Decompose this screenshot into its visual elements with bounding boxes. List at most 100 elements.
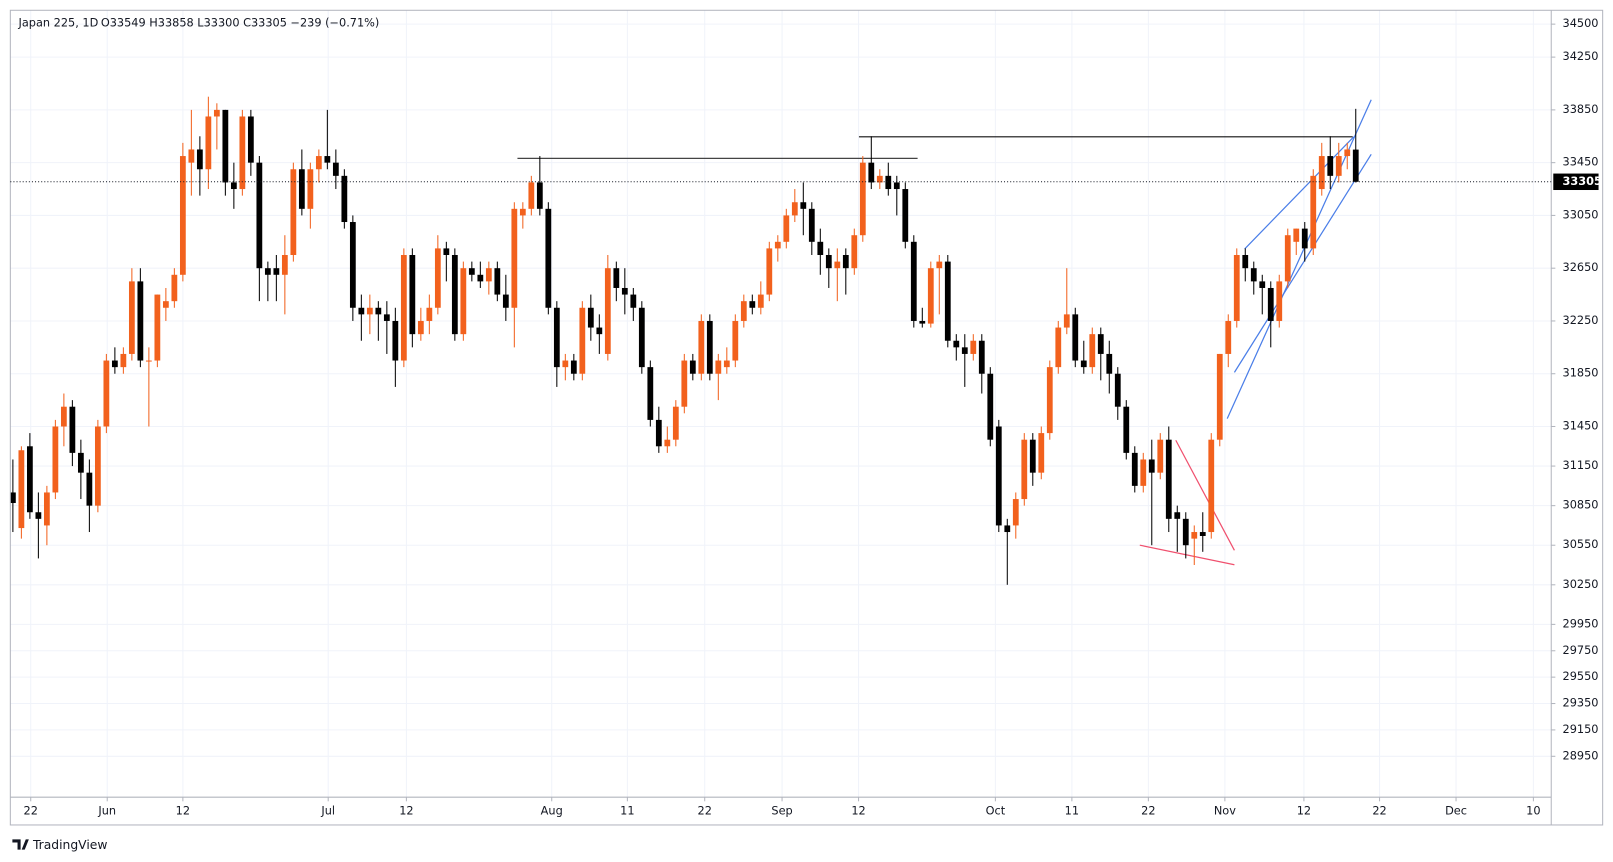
candle-body	[587, 307, 594, 328]
y-tick-label: 33450	[1563, 156, 1599, 169]
candle-body	[519, 208, 526, 216]
candle-body	[375, 307, 382, 315]
candle-body	[86, 472, 93, 506]
candle-body	[800, 202, 807, 209]
candle-body	[851, 235, 858, 269]
candle-body	[570, 360, 577, 374]
x-tick-label: 11	[1065, 805, 1079, 818]
candle-body	[613, 268, 620, 288]
candle-body	[1021, 439, 1028, 500]
brand-logo: TradingView	[12, 838, 107, 852]
candle-body	[1029, 439, 1036, 473]
candle-body	[35, 512, 42, 519]
candle-body	[281, 255, 288, 275]
candle-body	[553, 307, 560, 368]
candle-body	[485, 268, 492, 282]
candle-body	[732, 320, 739, 361]
candle-body	[1046, 367, 1053, 434]
candle-body	[426, 307, 433, 321]
candle-body	[630, 294, 637, 308]
candle-body	[927, 268, 934, 324]
channel-line	[1244, 136, 1355, 250]
candle-body	[834, 261, 841, 269]
candle-body	[817, 241, 824, 256]
candle-body	[859, 162, 866, 236]
candle-body	[18, 450, 25, 529]
candle-body	[953, 340, 960, 348]
x-tick-label: 22	[1141, 805, 1155, 818]
y-tick-label: 33050	[1563, 208, 1599, 221]
candle-body	[545, 208, 552, 308]
x-tick-label: Jul	[320, 805, 335, 818]
channel-line	[1233, 153, 1372, 373]
candle-body	[1157, 439, 1164, 473]
candle-body	[868, 162, 875, 183]
candle-body	[120, 353, 127, 368]
y-tick-label: 29750	[1563, 644, 1599, 657]
candle-body	[1225, 320, 1232, 354]
candle-body	[111, 360, 118, 368]
candle-body	[902, 189, 909, 242]
y-tick-label: 34250	[1563, 50, 1599, 63]
y-tick-label: 34500	[1563, 17, 1599, 30]
candle-body	[460, 268, 467, 335]
x-tick-label: 12	[1297, 805, 1311, 818]
candle-body	[239, 116, 246, 190]
candle-body	[1114, 373, 1121, 407]
x-tick-label: Aug	[541, 805, 563, 818]
candle-body	[774, 241, 781, 249]
x-tick-label: 22	[698, 805, 712, 818]
candle-body	[273, 268, 280, 275]
candle-body	[1216, 353, 1223, 440]
candle-body	[1191, 532, 1198, 539]
y-tick-label: 30550	[1563, 538, 1599, 551]
candle-body	[494, 268, 501, 295]
candle-body	[596, 327, 603, 335]
x-tick-label: 22	[1372, 805, 1386, 818]
chart-title: Japan 225, 1D	[18, 17, 99, 30]
candle-body	[842, 255, 849, 269]
candle-body	[443, 248, 450, 255]
candle-body	[1208, 439, 1215, 533]
candle-body	[1327, 156, 1334, 176]
candle-body	[1310, 175, 1317, 249]
candle-body	[791, 202, 798, 216]
x-tick-label: Dec	[1445, 805, 1467, 818]
candle-body	[1080, 360, 1087, 368]
x-tick-label: 12	[851, 805, 865, 818]
x-tick-label: 22	[24, 805, 38, 818]
candle-body	[638, 307, 645, 368]
candle-body	[672, 406, 679, 440]
candle-body	[358, 307, 365, 315]
candle-body	[9, 492, 16, 504]
candle-body	[723, 360, 730, 368]
candle-body	[604, 268, 611, 354]
candle-body	[919, 320, 926, 324]
y-tick-label: 30250	[1563, 578, 1599, 591]
candle-body	[1063, 314, 1070, 328]
candle-body	[230, 182, 237, 190]
candle-body	[205, 116, 212, 170]
candle-body	[1165, 439, 1172, 519]
candle-body	[417, 320, 424, 335]
candle-body	[298, 169, 305, 209]
grid	[10, 10, 1552, 798]
candle-body	[349, 222, 356, 308]
x-tick-label: 12	[176, 805, 190, 818]
candle-body	[944, 261, 951, 341]
candle-body	[1097, 334, 1104, 354]
candle-body	[698, 320, 705, 374]
candle-body	[536, 182, 543, 209]
candle-body	[1174, 512, 1181, 519]
candle-body	[1242, 255, 1249, 269]
candle-body	[715, 360, 722, 374]
x-tick-label: Nov	[1214, 805, 1236, 818]
candle-body	[1012, 499, 1019, 526]
candle-body	[766, 248, 773, 295]
candle-body	[409, 255, 416, 335]
candle-body	[502, 294, 509, 308]
candle-body	[689, 360, 696, 374]
wedge-line	[1175, 439, 1235, 551]
y-tick-label: 29150	[1563, 723, 1599, 736]
candle-body	[1106, 353, 1113, 374]
